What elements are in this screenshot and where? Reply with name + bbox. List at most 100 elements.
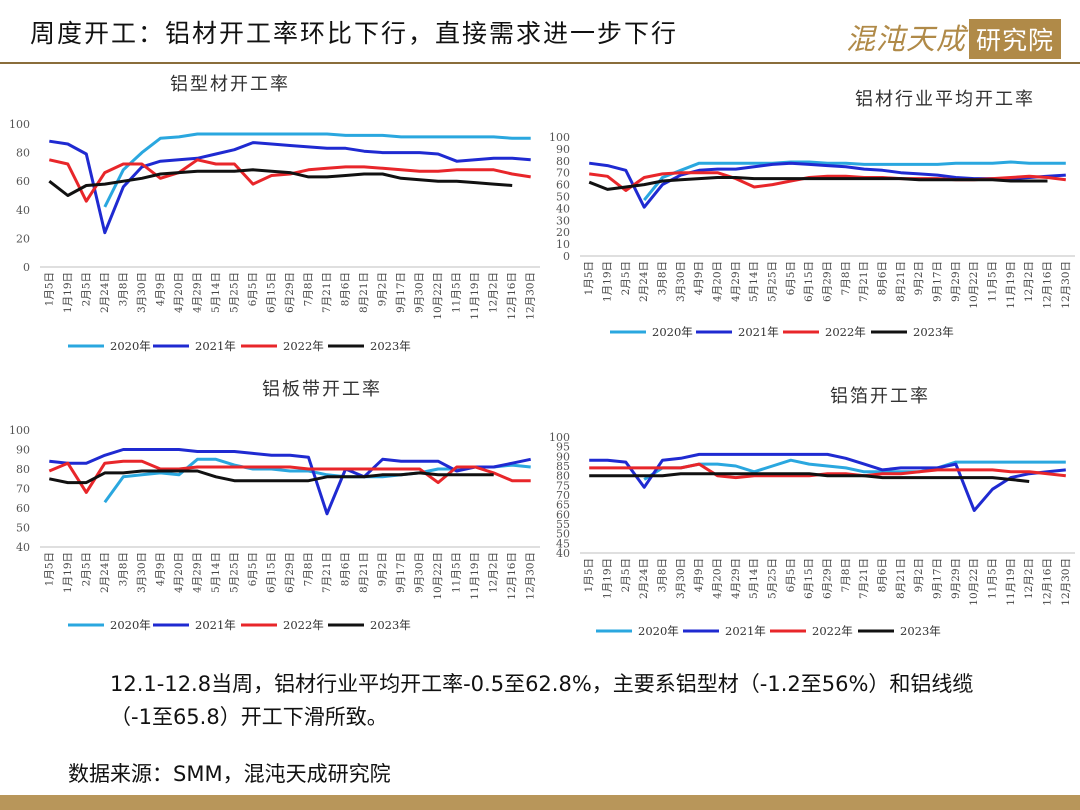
x-tick-label: 9月2日 [377,272,389,306]
x-tick-label: 2月24日 [99,552,111,593]
legend-label: 2023年 [900,624,941,638]
y-tick-label: 30 [556,214,570,227]
x-tick-label: 4月9日 [154,552,166,586]
x-tick-label: 10月22日 [968,261,980,309]
x-tick-label: 3月30日 [136,552,148,593]
x-tick-label: 3月8日 [657,261,669,295]
y-tick-label: 55 [556,518,570,531]
x-tick-label: 7月8日 [303,272,315,306]
y-tick-label: 50 [556,191,570,204]
legend-label: 2023年 [913,325,954,339]
x-tick-label: 8月21日 [358,552,370,593]
x-tick-label: 2月24日 [99,272,111,313]
x-tick-label: 1月19日 [602,261,614,302]
series-line-2020 [643,458,1066,481]
x-tick-label: 9月2日 [377,552,389,586]
x-tick-label: 12月16日 [1042,261,1054,309]
x-tick-label: 11月19日 [469,272,481,320]
legend-label: 2021年 [725,624,766,638]
series-line-2021 [49,139,531,235]
x-tick-label: 5月25日 [767,558,779,599]
y-tick-label: 80 [556,155,570,168]
x-tick-label: 4月9日 [154,272,166,306]
y-tick-label: 60 [16,175,30,188]
x-tick-label: 4月29日 [191,552,203,593]
x-tick-label: 12月30日 [1060,261,1072,309]
y-tick-label: 100 [9,424,30,437]
legend-label: 2022年 [283,339,324,353]
x-tick-label: 12月16日 [506,552,518,600]
x-tick-label: 4月29日 [730,261,742,302]
logo-box: 研究院 [969,19,1062,59]
legend-label: 2022年 [283,618,324,632]
x-tick-label: 5月25日 [767,261,779,302]
x-tick-label: 8月6日 [340,272,352,306]
x-tick-label: 6月29日 [284,272,296,313]
x-tick-label: 4月20日 [173,552,185,593]
x-tick-label: 1月5日 [583,261,595,295]
x-tick-label: 6月5日 [247,552,259,586]
y-tick-label: 45 [556,537,570,550]
y-tick-label: 60 [556,179,570,192]
x-tick-label: 7月8日 [303,552,315,586]
y-tick-label: 100 [549,131,570,144]
y-tick-label: 80 [16,147,30,160]
y-tick-label: 0 [563,250,570,263]
y-tick-label: 10 [556,238,570,251]
x-tick-label: 1月5日 [43,272,55,306]
legend-label: 2021年 [195,339,236,353]
x-tick-label: 4月29日 [191,272,203,313]
x-tick-label: 3月8日 [117,272,129,306]
x-tick-label: 5月14日 [210,272,222,313]
y-tick-label: 50 [556,528,570,541]
series-line-2022 [589,462,1066,480]
x-tick-label: 3月30日 [675,558,687,599]
x-tick-label: 9月29日 [950,261,962,302]
y-tick-label: 70 [16,483,30,496]
series-line-2023 [588,176,1048,191]
x-tick-label: 7月21日 [321,272,333,313]
legend-label: 2022年 [825,325,866,339]
x-tick-label: 12月16日 [1042,558,1054,606]
x-tick-label: 11月5日 [451,552,463,593]
x-tick-label: 9月17日 [932,558,944,599]
x-tick-label: 4月9日 [693,261,705,295]
x-tick-label: 6月15日 [265,272,277,313]
legend-label: 2021年 [738,325,779,339]
x-tick-label: 9月17日 [395,272,407,313]
x-tick-label: 5月14日 [748,261,760,302]
x-tick-label: 10月22日 [968,558,980,606]
x-tick-label: 4月9日 [693,558,705,592]
x-tick-label: 6月29日 [284,552,296,593]
y-tick-label: 80 [556,470,570,483]
x-tick-label: 6月15日 [803,558,815,599]
x-tick-label: 1月19日 [602,558,614,599]
chart-profile-utilization: 铝型材开工率 0 20 40 60 80 100 1月5日 1月19日 2月5日 2月24日 3月8日… [9,74,540,353]
x-tick-label: 2月5日 [620,261,632,295]
y-tick-label: 60 [16,502,30,515]
x-tick-label: 4月20日 [173,272,185,313]
y-tick-label: 100 [549,431,570,444]
x-tick-label: 1月5日 [583,558,595,592]
x-tick-label: 6月15日 [803,261,815,302]
y-tick-label: 20 [556,226,570,239]
x-tick-label: 12月2日 [1023,261,1035,302]
legend-label: 2020年 [110,339,151,353]
x-tick-label: 12月2日 [488,552,500,593]
legend-label: 2020年 [652,325,693,339]
x-tick-label: 6月5日 [785,261,797,295]
x-tick-label: 3月8日 [117,552,129,586]
x-tick-label: 4月20日 [712,261,724,302]
x-tick-label: 8月6日 [340,552,352,586]
x-tick-label: 2月5日 [80,272,92,306]
x-tick-label: 8月21日 [358,272,370,313]
y-tick-label: 80 [16,463,30,476]
x-tick-label: 7月21日 [321,552,333,593]
page-title: 周度开工：铝材开工率环比下行，直接需求进一步下行 [30,19,679,48]
x-tick-label: 6月29日 [822,261,834,302]
x-tick-label: 12月2日 [1023,558,1035,599]
x-tick-label: 7月8日 [840,261,852,295]
y-tick-label: 40 [556,202,570,215]
chart-title: 铝箔开工率 [830,386,930,407]
